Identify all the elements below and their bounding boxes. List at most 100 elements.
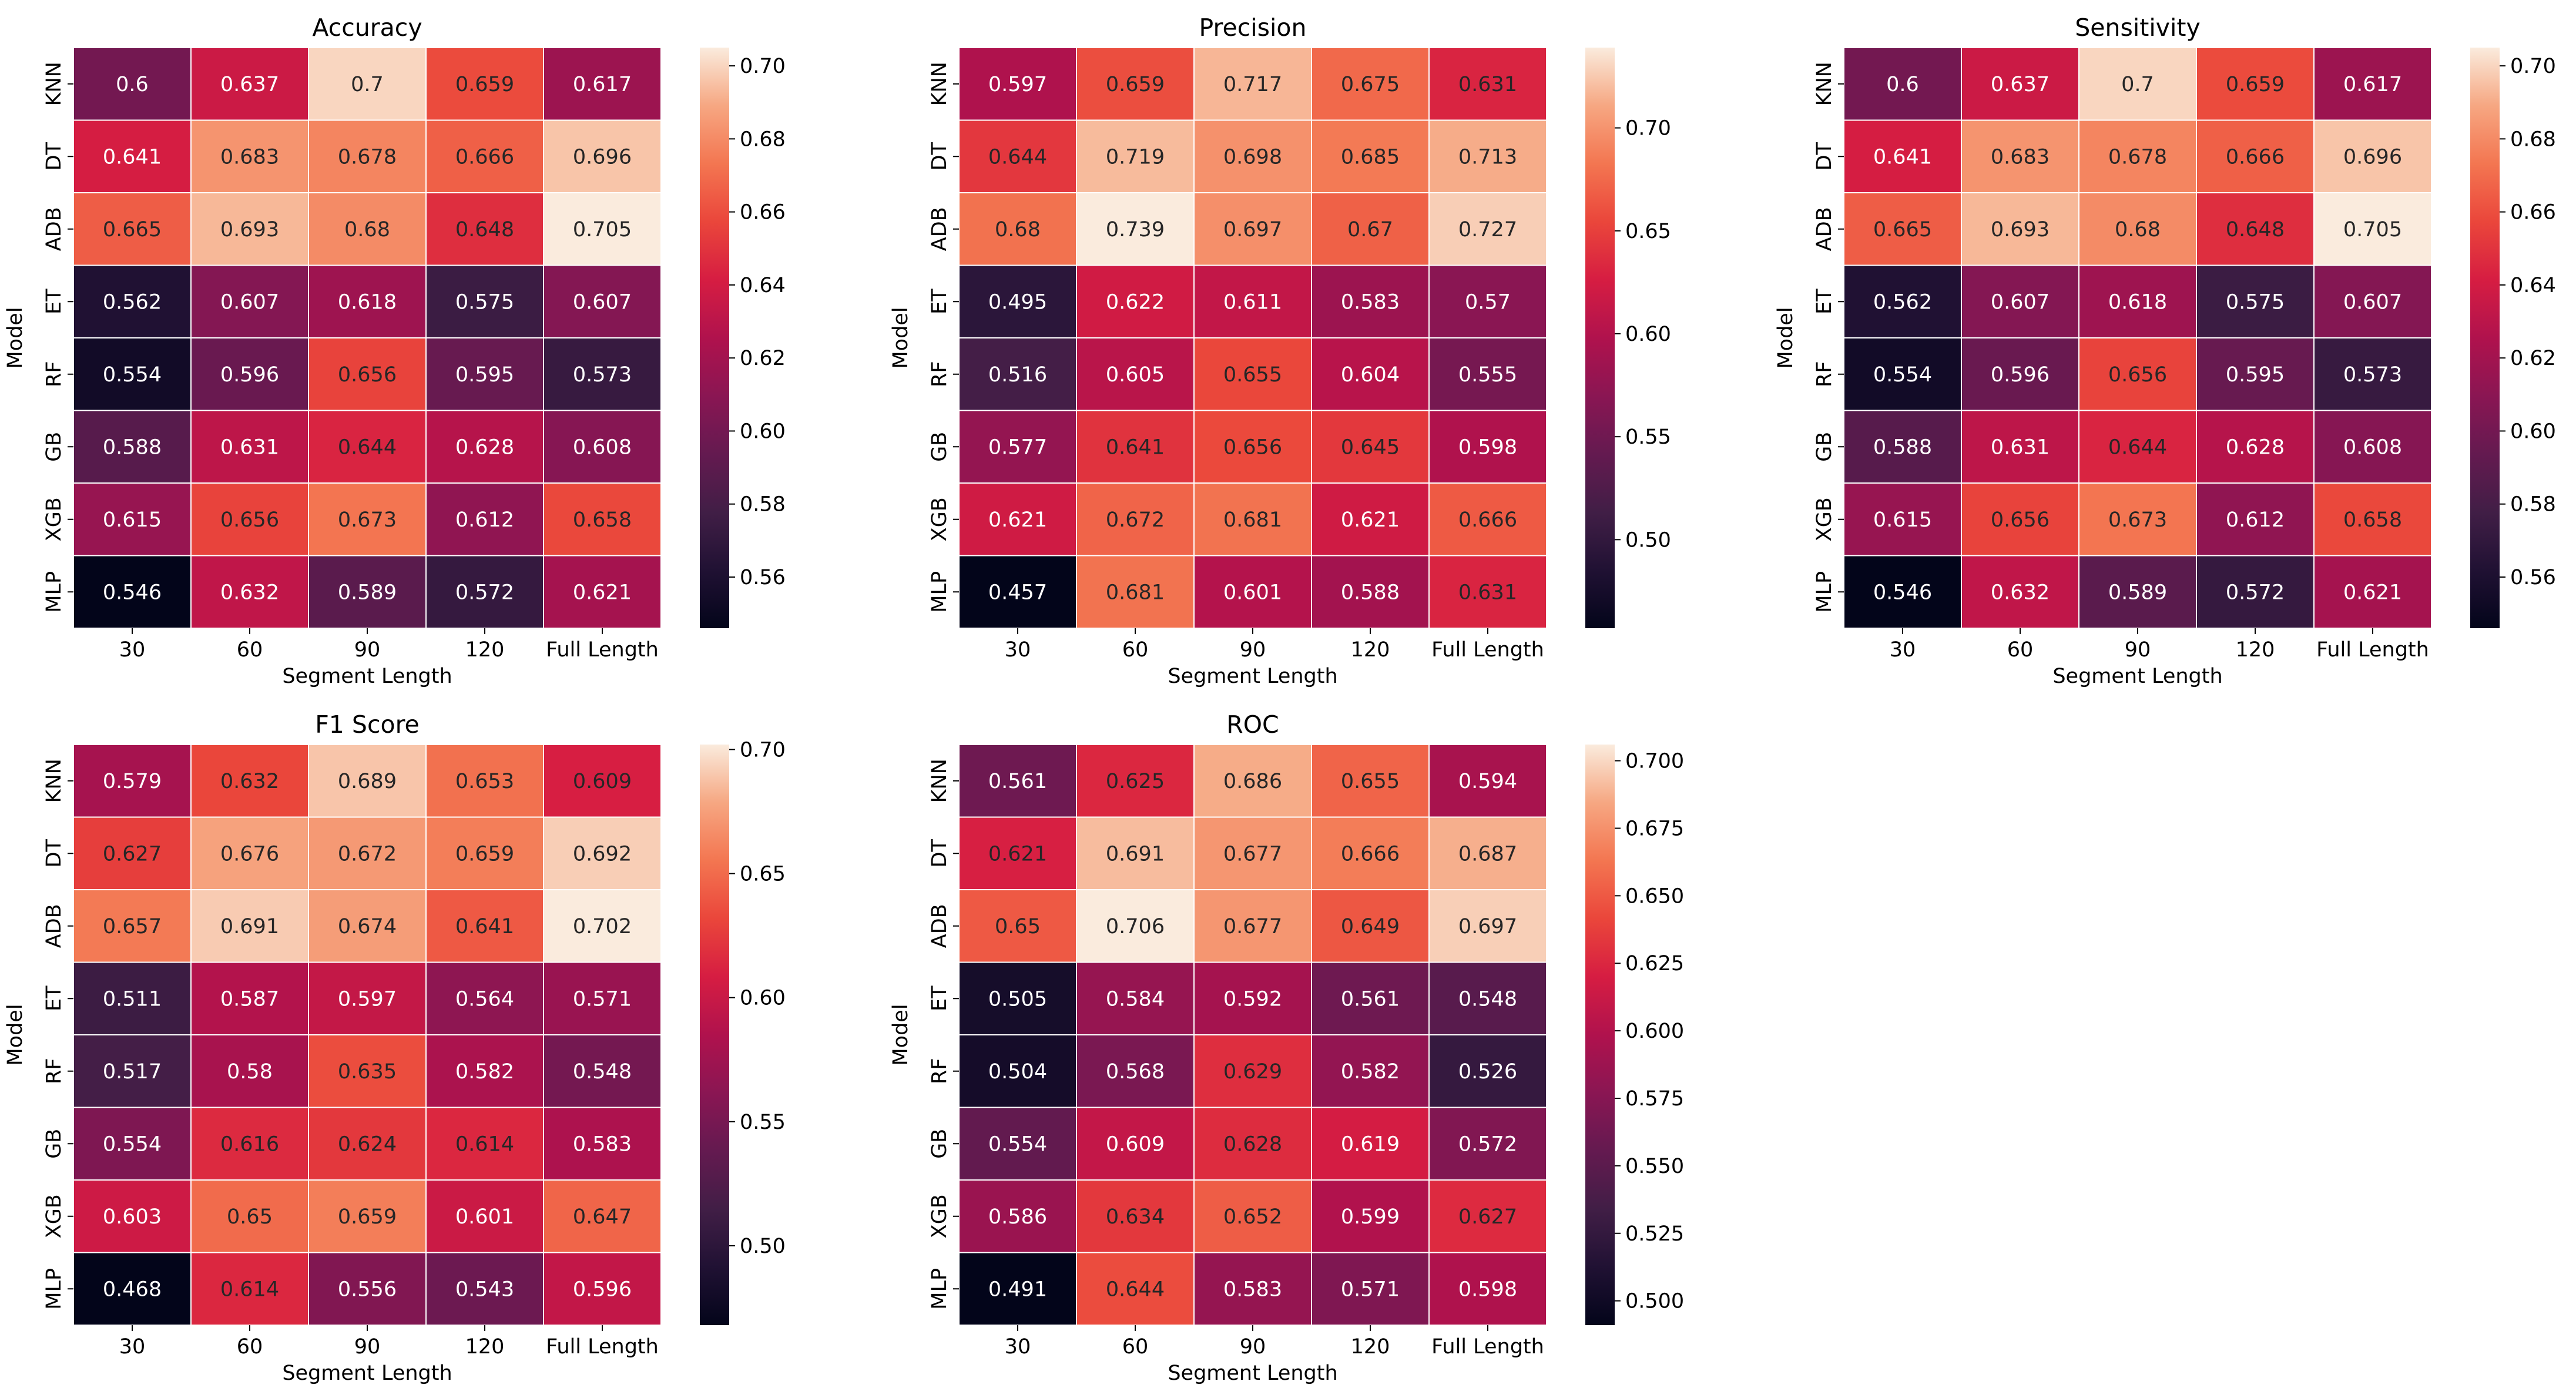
cell-value-label: 0.595 [2226,363,2285,387]
cell-value-label: 0.628 [2226,435,2285,459]
heatmap-cell [543,192,662,266]
x-tick-label: 60 [237,1335,263,1359]
heatmap-cell [1961,119,2079,193]
heatmap-cell [1193,1179,1312,1253]
y-tick-label: GB [42,432,66,462]
heatmap-cell [425,264,544,338]
heatmap-cell [543,410,662,484]
cell-value-label: 0.589 [2108,581,2167,604]
panel-title: ROC [1226,710,1279,739]
cell-value-label: 0.572 [1458,1132,1517,1156]
cell-value-label: 0.7 [2121,73,2154,96]
heatmap-cell [190,337,309,411]
cell-value-label: 0.676 [220,842,279,866]
y-axis-label: Model [4,1004,27,1065]
panel-title: Sensitivity [2075,14,2200,42]
y-tick-label: ET [42,289,66,314]
heatmap-cell [1311,410,1430,484]
cell-value-label: 0.594 [1458,770,1517,793]
heatmap-cell [308,1107,427,1181]
colorbar-tick-label: 0.70 [740,738,786,762]
heatmap-cell [190,264,309,338]
cell-value-label: 0.608 [573,435,632,459]
y-axis-label: Model [889,307,913,368]
cell-value-label: 0.511 [103,987,162,1011]
heatmap-cell [308,192,427,266]
cell-value-label: 0.683 [220,145,279,169]
heatmap-cell [2078,264,2197,338]
y-tick-label: MLP [42,1268,66,1310]
y-tick-label: ET [42,985,66,1011]
cell-value-label: 0.596 [573,1278,632,1301]
heatmap-cell [1193,1252,1312,1326]
y-tick-label: ADB [1813,207,1836,251]
heatmap-cell [1076,482,1195,556]
y-tick-label: ADB [928,904,951,948]
cell-value-label: 0.617 [2343,73,2402,96]
x-tick-label: 60 [1122,638,1149,662]
cell-value-label: 0.6 [1886,73,1919,96]
cell-value-label: 0.624 [338,1132,397,1156]
heatmap-cell [1193,744,1312,818]
cell-value-label: 0.653 [455,770,514,793]
cell-value-label: 0.595 [455,363,514,387]
heatmap-cell [2078,119,2197,193]
cell-value-label: 0.607 [573,290,632,314]
x-axis-label: Segment Length [2052,665,2222,688]
x-tick-label: Full Length [1431,638,1544,662]
heatmap-cell [958,555,1077,629]
y-tick-label: DT [42,839,66,867]
heatmap-cell [1843,555,1962,629]
cell-value-label: 0.592 [1223,987,1282,1011]
heatmap-cell [1428,119,1547,193]
cell-value-label: 0.637 [220,73,279,96]
cell-value-label: 0.644 [338,435,397,459]
x-tick-label: 30 [1005,638,1031,662]
cell-value-label: 0.68 [995,218,1041,242]
cell-value-label: 0.608 [2343,435,2402,459]
cell-value-label: 0.621 [1341,508,1400,532]
cell-value-label: 0.656 [1223,435,1282,459]
cell-value-label: 0.561 [1341,987,1400,1011]
cell-value-label: 0.705 [2343,218,2402,242]
heatmap-cell [543,47,662,121]
cell-value-label: 0.691 [1106,842,1165,866]
cell-value-label: 0.621 [988,508,1047,532]
colorbar-tick-label: 0.62 [2510,347,2556,370]
cell-value-label: 0.607 [1991,290,2050,314]
x-tick-label: 60 [2007,638,2034,662]
cell-value-label: 0.65 [227,1205,273,1229]
cell-value-label: 0.666 [1458,508,1517,532]
heatmap-cell [308,816,427,890]
cell-value-label: 0.58 [227,1060,273,1084]
heatmap-cell [1311,555,1430,629]
heatmap-cell [190,1107,309,1181]
heatmap-cell [1428,337,1547,411]
cell-value-label: 0.739 [1106,218,1165,242]
heatmap-cell [1311,816,1430,890]
heatmap-cell [958,119,1077,193]
x-tick-label: 90 [354,1335,381,1359]
panel-title: F1 Score [315,710,420,739]
colorbar-tick-label: 0.575 [1625,1087,1684,1111]
heatmap-cell [73,119,192,193]
x-tick-label: 90 [1240,638,1266,662]
heatmap-cell [73,482,192,556]
x-tick-label: Full Length [546,638,659,662]
y-tick-label: KNN [42,759,66,803]
y-tick-label: GB [928,1129,951,1159]
heatmap-cell [308,119,427,193]
cell-value-label: 0.604 [1341,363,1400,387]
heatmap-cell [2078,482,2197,556]
y-tick-label: GB [1813,432,1836,462]
cell-value-label: 0.582 [455,1060,514,1084]
x-tick-label: 90 [2125,638,2151,662]
heatmap-cell [958,1107,1077,1181]
y-axis-label: Model [889,1004,913,1065]
cell-value-label: 0.561 [988,770,1047,793]
cell-value-label: 0.648 [2226,218,2285,242]
cell-value-label: 0.681 [1223,508,1282,532]
heatmap-cell [190,47,309,121]
y-tick-label: DT [928,839,951,867]
